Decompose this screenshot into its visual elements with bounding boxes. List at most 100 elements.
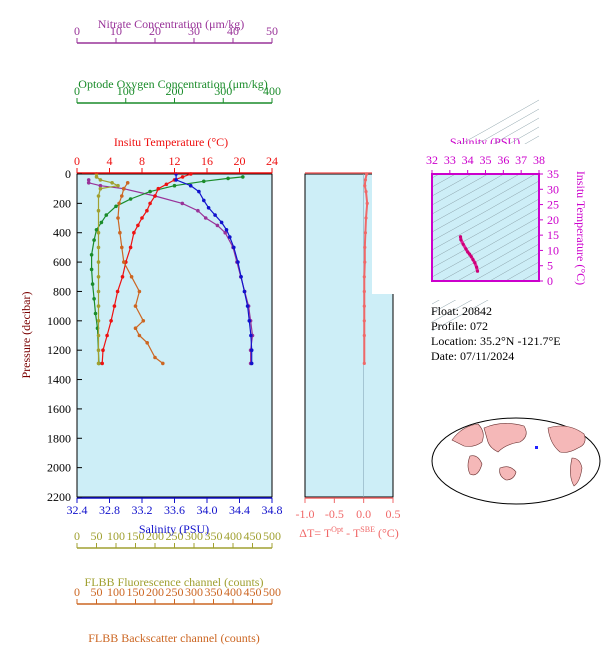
- temperature-tick-label: 0: [74, 154, 80, 168]
- backscatter-tick-label: 100: [107, 585, 125, 599]
- delta-t-tick-label: -1.0: [296, 507, 315, 521]
- fluorescence-point: [96, 245, 101, 250]
- temperature-tick-label: 12: [169, 154, 181, 168]
- nitrate-tick-label: 40: [227, 24, 239, 38]
- nitrate-tick-label: 10: [110, 24, 122, 38]
- salinity-point: [202, 198, 206, 203]
- pressure-tick-label: 2000: [47, 461, 71, 475]
- backscatter-tick-label: 300: [185, 585, 203, 599]
- temperature-point: [115, 289, 120, 294]
- inset-temp-tick-label: 15: [547, 228, 559, 242]
- temperature-tick-label: 8: [139, 154, 145, 168]
- delta-t-tick-label: 0.5: [386, 507, 401, 521]
- backscatter-tick-label: 500: [263, 585, 281, 599]
- temperature-point: [145, 208, 149, 213]
- delta-t-point: [365, 201, 369, 205]
- inset-salinity-tick-label: 37: [515, 153, 527, 167]
- nitrate-point: [203, 216, 208, 220]
- oxygen-point: [172, 183, 177, 188]
- pressure-tick-label: 1000: [47, 314, 71, 328]
- density-contour: [431, 189, 540, 251]
- density-contour: [431, 270, 540, 332]
- salinity-point: [219, 220, 224, 225]
- delta-t-point: [364, 190, 368, 194]
- inset-mask-left: [372, 134, 432, 294]
- delta-t-point: [362, 319, 366, 323]
- salinity-point: [249, 361, 254, 366]
- float-location-marker: [535, 446, 538, 449]
- fluorescence-point: [96, 230, 101, 235]
- nitrate-point: [180, 201, 185, 206]
- density-contour: [431, 198, 540, 260]
- ts-point: [467, 252, 472, 256]
- temperature-axis-title: Insitu Temperature (°C): [114, 135, 228, 149]
- salinity-point: [239, 275, 243, 279]
- salinity-point: [206, 206, 211, 210]
- backscatter-point: [153, 355, 157, 360]
- salinity-point: [228, 235, 232, 239]
- oxygen-point: [89, 253, 94, 257]
- backscatter-tick-label: 150: [127, 585, 145, 599]
- backscatter-point: [125, 181, 130, 185]
- oxygen-point: [89, 267, 94, 272]
- nitrate-tick-label: 50: [266, 24, 278, 38]
- fluorescence-point: [96, 194, 101, 198]
- backscatter-point: [137, 289, 142, 294]
- oxygen-point: [92, 297, 96, 301]
- backscatter-point: [120, 245, 124, 250]
- temperature-tick-label: 16: [201, 154, 213, 168]
- salinity-point: [242, 289, 247, 294]
- pressure-tick-label: 1400: [47, 373, 71, 387]
- salinity-tick-label: 33.2: [132, 503, 153, 517]
- oxygen-axis-title: Optode Oxygen Concentration (μm/kg): [78, 77, 267, 91]
- temperature-point: [105, 333, 109, 338]
- inset-mask-right: [540, 134, 565, 294]
- salinity-tick-label: 32.8: [99, 503, 120, 517]
- salinity-point: [213, 213, 217, 217]
- delta-t-point: [365, 172, 369, 176]
- temperature-point: [136, 223, 140, 228]
- float-id: Float: 20842: [431, 304, 492, 318]
- nitrate-point: [215, 223, 220, 228]
- density-contour: [431, 171, 540, 233]
- inset-temp-tick-label: 35: [547, 167, 559, 181]
- temperature-point: [148, 201, 152, 206]
- oxygen-point: [90, 282, 95, 286]
- nitrate-tick-label: 30: [188, 24, 200, 38]
- salinity-point: [174, 178, 178, 182]
- inset-salinity-tick-label: 32: [426, 153, 438, 167]
- pressure-tick-label: 0: [65, 167, 71, 181]
- oxygen-tick-label: 300: [214, 84, 232, 98]
- nitrate-point: [86, 178, 91, 182]
- fluorescence-point: [98, 186, 103, 191]
- ts-point: [459, 238, 463, 242]
- inset-temp-tick-label: 20: [547, 213, 559, 227]
- salinity-point: [232, 245, 236, 250]
- salinity-point: [245, 304, 250, 308]
- fluorescence-point: [96, 208, 101, 213]
- ts-point: [458, 235, 463, 239]
- backscatter-tick-label: 200: [146, 585, 164, 599]
- density-contour: [431, 207, 540, 269]
- fluorescence-tick-label: 400: [224, 529, 242, 543]
- inset-temp-tick-label: 25: [547, 198, 559, 212]
- ts-point: [464, 247, 468, 251]
- backscatter-point: [145, 341, 149, 345]
- nitrate-point: [86, 181, 91, 185]
- density-contour: [431, 216, 540, 278]
- temperature-point: [128, 245, 133, 250]
- ts-point: [466, 250, 470, 254]
- backscatter-tick-label: 250: [166, 585, 184, 599]
- backscatter-tick-label: 0: [74, 585, 80, 599]
- density-contour: [431, 225, 540, 287]
- profile-number: Profile: 072: [431, 319, 488, 333]
- temperature-point: [132, 230, 136, 235]
- nitrate-tick-label: 20: [149, 24, 161, 38]
- pressure-tick-label: 2200: [47, 490, 71, 504]
- delta-t-series-group: -1.0 -0.5 0.0 0.5: [296, 172, 401, 521]
- oxygen-point: [104, 213, 109, 217]
- fluorescence-point: [110, 181, 114, 185]
- oxygen-point: [148, 189, 152, 194]
